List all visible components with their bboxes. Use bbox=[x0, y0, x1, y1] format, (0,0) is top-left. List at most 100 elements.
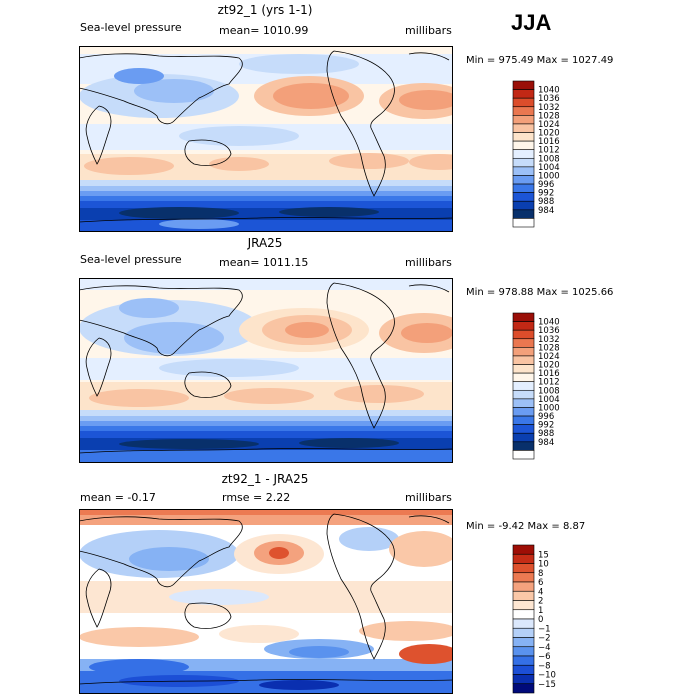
so-band-3 bbox=[79, 421, 453, 427]
eurasia-outline bbox=[79, 53, 243, 125]
so-band-5 bbox=[79, 201, 453, 209]
colorbar-label: 1040 bbox=[538, 86, 560, 96]
colorbar-box bbox=[512, 683, 535, 694]
sh-high-1 bbox=[89, 389, 189, 407]
so-band-4 bbox=[79, 196, 453, 202]
panel-units-obs: millibars bbox=[405, 256, 452, 269]
colorbar-box bbox=[512, 590, 535, 601]
sh-high-2 bbox=[209, 157, 269, 171]
colorbar-label: 988 bbox=[538, 197, 554, 207]
colorbar-box bbox=[512, 655, 535, 666]
colorbar-box bbox=[512, 192, 535, 202]
colorbar-label: 1032 bbox=[538, 335, 560, 345]
colorbar-model: 1040103610321028102410201016101210081004… bbox=[512, 80, 560, 228]
colorbar-box bbox=[512, 364, 535, 374]
colorbar-label: 0 bbox=[538, 615, 543, 625]
natl-high-core bbox=[399, 90, 453, 110]
sh-high-3 bbox=[329, 153, 409, 169]
greenland-outline bbox=[408, 515, 450, 524]
panel-minmax-diff: Min = -9.42 Max = 8.87 bbox=[466, 521, 586, 532]
warm-pool-negative bbox=[169, 589, 269, 605]
greenland-outline bbox=[408, 52, 450, 61]
colorbar-label: 992 bbox=[538, 421, 554, 431]
antarctic-min bbox=[259, 680, 339, 690]
colorbar-box bbox=[512, 132, 535, 142]
antarctic-patch bbox=[159, 219, 239, 229]
asia-low-inner bbox=[114, 68, 164, 84]
colorbar-label: 1020 bbox=[538, 361, 560, 371]
so-band-2 bbox=[79, 186, 453, 192]
so-min-1 bbox=[119, 439, 259, 449]
colorbar-box bbox=[512, 89, 535, 99]
siberia-low bbox=[119, 298, 179, 318]
colorbar-label: 1012 bbox=[538, 378, 560, 388]
so-min-1 bbox=[119, 207, 239, 219]
panel-rmse-diff: rmse = 2.22 bbox=[222, 491, 291, 504]
colorbar-box bbox=[512, 321, 535, 331]
colorbar-box bbox=[512, 338, 535, 348]
colorbar-box bbox=[512, 157, 535, 168]
colorbar-box bbox=[512, 627, 535, 638]
coastlines bbox=[79, 50, 453, 223]
colorbar-box bbox=[512, 123, 535, 133]
eurasia-outline bbox=[79, 516, 243, 588]
colorbar-box bbox=[512, 415, 535, 425]
colorbar-label: 1016 bbox=[538, 369, 560, 379]
panel-title-diff: zt92_1 - JRA25 bbox=[221, 472, 309, 486]
colorbar-label: 1000 bbox=[538, 171, 560, 181]
sop-negative-core bbox=[289, 646, 349, 658]
colorbar-label: 1028 bbox=[538, 111, 560, 121]
panel-units-model: millibars bbox=[405, 24, 452, 37]
season-label: JJA bbox=[511, 10, 552, 35]
colorbar-label: 15 bbox=[538, 550, 549, 560]
panel-title-model: zt92_1 (yrs 1-1) bbox=[217, 3, 313, 17]
so-min-2 bbox=[299, 438, 399, 448]
colorbar-box bbox=[512, 646, 535, 657]
colorbar-label: 8 bbox=[538, 569, 543, 579]
colorbar-box bbox=[512, 424, 535, 434]
tropical-low bbox=[179, 126, 299, 146]
colorbar-label: −15 bbox=[538, 680, 556, 690]
colorbar-box bbox=[512, 312, 535, 322]
colorbar-label: 1004 bbox=[538, 163, 560, 173]
map-frame bbox=[79, 278, 453, 463]
colorbar-label: 984 bbox=[538, 438, 554, 448]
panel-minmax-obs: Min = 978.88 Max = 1025.66 bbox=[466, 287, 614, 298]
colorbar-box bbox=[512, 563, 535, 574]
colorbar-label: −10 bbox=[538, 671, 556, 681]
natl-positive bbox=[389, 531, 453, 567]
panel-left-label-model: Sea-level pressure bbox=[80, 21, 182, 34]
colorbar-box bbox=[512, 441, 535, 451]
colorbar-box bbox=[512, 664, 535, 675]
eurasia-outline bbox=[79, 285, 243, 357]
panel-units-diff: millibars bbox=[405, 491, 452, 504]
americas-outline bbox=[326, 513, 395, 660]
colorbar-box bbox=[512, 553, 535, 564]
so-band-2 bbox=[79, 416, 453, 422]
npac-high-core bbox=[273, 83, 349, 109]
colorbar-label: 1024 bbox=[538, 120, 560, 130]
colorbar-box bbox=[512, 347, 535, 357]
map-frame bbox=[79, 509, 453, 694]
colorbar-label: 1032 bbox=[538, 103, 560, 113]
africa-outline bbox=[85, 337, 112, 397]
so-min-2 bbox=[279, 207, 379, 217]
africa-outline bbox=[85, 568, 112, 628]
colorbar-label: 1004 bbox=[538, 395, 560, 405]
npac-positive-core bbox=[269, 547, 289, 559]
americas-outline bbox=[326, 282, 395, 429]
colorbar-label: 2 bbox=[538, 597, 543, 607]
australia-outline bbox=[184, 371, 232, 398]
colorbar-box bbox=[512, 674, 535, 685]
so-band-1 bbox=[79, 410, 453, 418]
colorbar-box bbox=[512, 450, 535, 460]
colorbar-label: 1036 bbox=[538, 94, 560, 104]
colorbar-box bbox=[512, 106, 535, 116]
colorbar-box bbox=[512, 183, 535, 193]
natl-high-core bbox=[401, 323, 453, 343]
satl-positive bbox=[359, 621, 453, 641]
colorbar-label: 992 bbox=[538, 189, 554, 199]
map-obs bbox=[79, 278, 453, 463]
panel-left-label-obs: Sea-level pressure bbox=[80, 253, 182, 266]
